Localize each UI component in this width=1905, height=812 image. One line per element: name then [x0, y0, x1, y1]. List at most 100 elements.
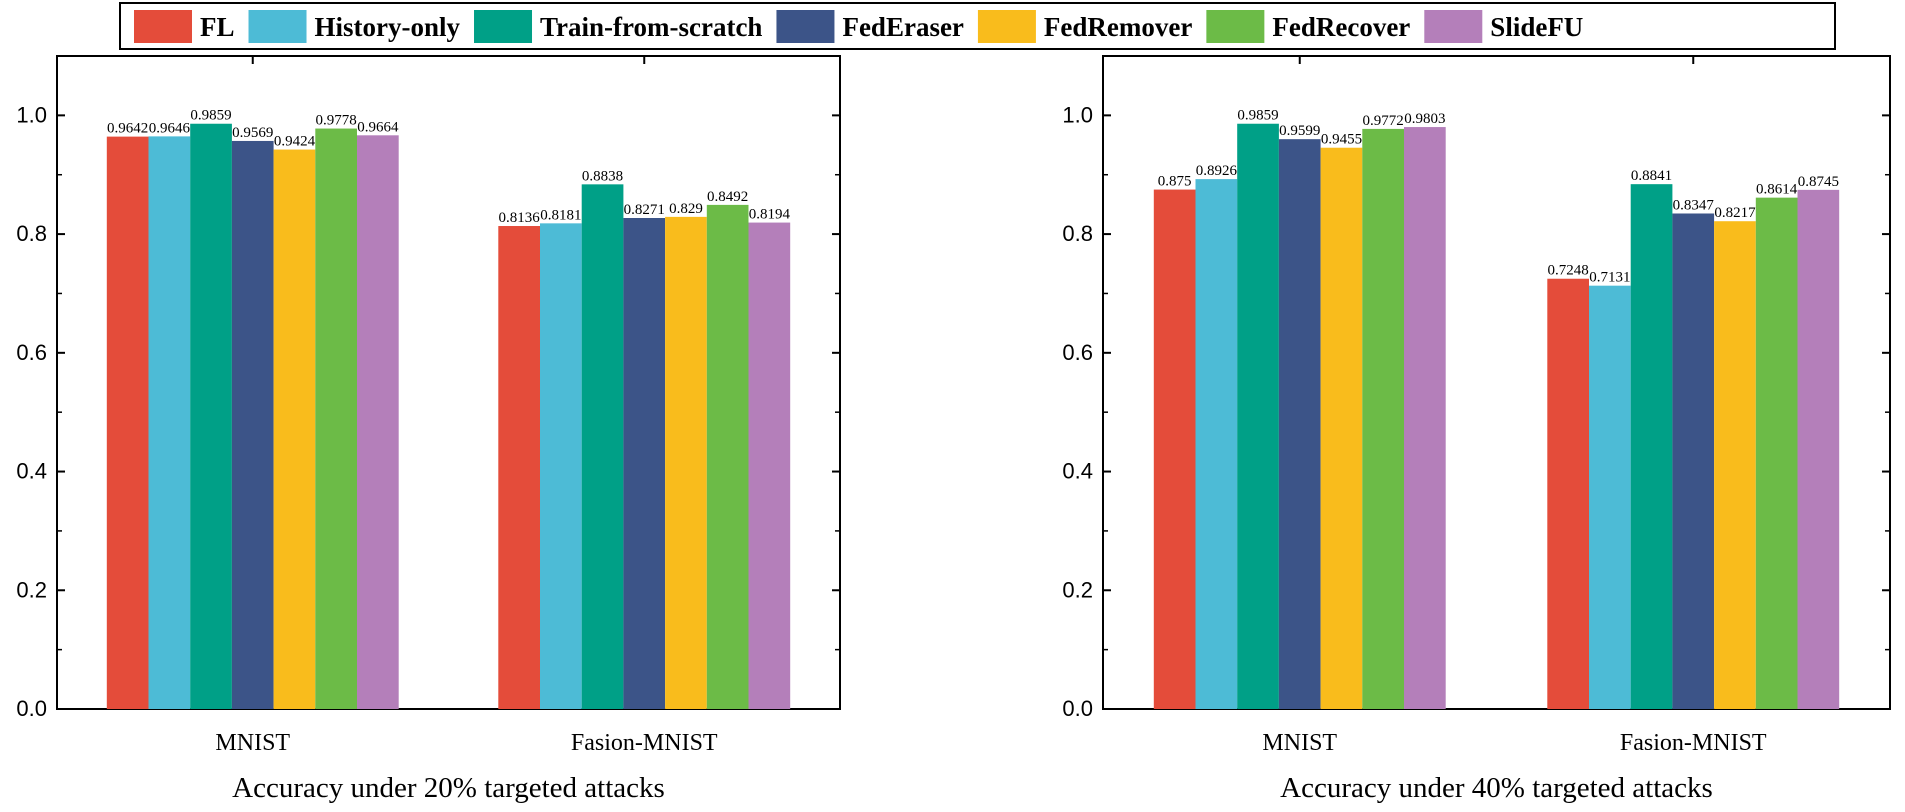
- y-tick-label: 1.0: [16, 102, 47, 127]
- legend-item-slidefu: SlideFU: [1424, 10, 1583, 43]
- legend-swatch-federaser: [776, 10, 835, 43]
- data-label-fl-fasion-mnist: 0.7248: [1548, 263, 1589, 279]
- y-tick-label: 1.0: [1062, 102, 1093, 127]
- data-label-train-from-scratch-fasion-mnist: 0.8841: [1631, 168, 1672, 184]
- bar-fl-mnist: [1153, 189, 1196, 709]
- data-label-federaser-fasion-mnist: 0.8347: [1673, 197, 1715, 213]
- data-label-history-only-fasion-mnist: 0.7131: [1589, 270, 1630, 286]
- bar-train-from-scratch-mnist: [190, 123, 232, 710]
- x-category-label: MNIST: [1262, 730, 1337, 756]
- legend: FL History-only Train-from-scratch FedErase…: [119, 2, 1836, 50]
- bar-fl-fasion-mnist: [1547, 278, 1589, 709]
- bar-fedrecover-mnist: [1362, 128, 1404, 709]
- bar-train-from-scratch-fasion-mnist: [1630, 184, 1673, 710]
- chart-title: Accuracy under 20% targeted attacks: [232, 772, 665, 804]
- legend-label-history-only: History-only: [315, 12, 461, 42]
- data-label-slidefu-fasion-mnist: 0.8745: [1798, 174, 1839, 190]
- legend-label-federaser: FedEraser: [842, 12, 963, 42]
- legend-swatch-fl: [134, 10, 192, 43]
- data-label-train-from-scratch-fasion-mnist: 0.8838: [582, 168, 623, 184]
- y-tick-label: 0.2: [16, 577, 47, 602]
- x-category-label: MNIST: [215, 730, 290, 756]
- bar-slidefu-mnist: [357, 135, 399, 709]
- legend-label-fedremover: FedRemover: [1044, 12, 1192, 42]
- data-label-fedrecover-mnist: 0.9772: [1363, 113, 1404, 129]
- bar-federaser-fasion-mnist: [623, 218, 666, 709]
- legend-item-train-from-scratch: Train-from-scratch: [474, 10, 762, 43]
- x-category-label: Fasion-MNIST: [1620, 730, 1767, 756]
- legend-label-slidefu: SlideFU: [1490, 12, 1583, 42]
- bar-federaser-mnist: [1278, 139, 1321, 709]
- bar-history-only-mnist: [148, 136, 191, 709]
- data-label-federaser-mnist: 0.9569: [232, 125, 273, 141]
- data-label-slidefu-fasion-mnist: 0.8194: [749, 207, 791, 223]
- data-label-fedremover-mnist: 0.9455: [1321, 132, 1362, 148]
- legend-label-fedrecover: FedRecover: [1272, 12, 1410, 42]
- bar-federaser-mnist: [231, 140, 274, 710]
- bar-fedrecover-fasion-mnist: [1755, 197, 1798, 709]
- y-tick-label: 0.6: [16, 340, 47, 365]
- bar-federaser-fasion-mnist: [1672, 213, 1715, 709]
- chart-title: Accuracy under 40% targeted attacks: [1280, 772, 1713, 804]
- data-label-fl-mnist: 0.9642: [107, 121, 148, 137]
- bar-fedrecover-fasion-mnist: [706, 204, 749, 709]
- chart-20-percent: 0.0 0.2 0.4 0.6 0.8 1.0 MNIST 0.9642 0.96460.985…: [16, 55, 841, 804]
- bar-slidefu-fasion-mnist: [748, 222, 791, 710]
- legend-swatch-slidefu: [1424, 10, 1483, 43]
- bar-fedrecover-mnist: [315, 128, 357, 709]
- legend-item-federaser: FedEraser: [776, 10, 964, 43]
- plot-frame: [56, 55, 841, 710]
- data-label-fedremover-fasion-mnist: 0.829: [669, 201, 703, 217]
- bar-fl-mnist: [106, 136, 149, 709]
- data-label-train-from-scratch-mnist: 0.9859: [1237, 108, 1278, 124]
- legend-swatch-fedrecover: [1206, 10, 1265, 43]
- data-label-fl-mnist: 0.875: [1158, 174, 1192, 190]
- bar-fedremover-mnist: [1320, 147, 1363, 710]
- data-label-history-only-mnist: 0.8926: [1196, 163, 1238, 179]
- data-label-slidefu-mnist: 0.9664: [357, 119, 399, 135]
- bar-history-only-fasion-mnist: [540, 223, 582, 710]
- legend-label-fl: FL: [200, 12, 235, 42]
- bar-history-only-mnist: [1195, 179, 1238, 709]
- data-label-history-only-fasion-mnist: 0.8181: [540, 207, 581, 223]
- bar-fedremover-mnist: [273, 149, 316, 709]
- bar-fedremover-fasion-mnist: [1714, 221, 1756, 710]
- data-label-history-only-mnist: 0.9646: [149, 120, 191, 136]
- legend-item-fl: FL: [134, 10, 235, 43]
- y-tick-label: 0.6: [1062, 340, 1093, 365]
- legend-label-train-from-scratch: Train-from-scratch: [540, 12, 762, 42]
- y-tick-label: 0.0: [1062, 696, 1093, 721]
- bar-slidefu-mnist: [1404, 127, 1446, 709]
- bar-train-from-scratch-mnist: [1237, 123, 1279, 710]
- data-label-fl-fasion-mnist: 0.8136: [499, 210, 541, 226]
- x-category-label: Fasion-MNIST: [571, 730, 718, 756]
- data-label-fedremover-fasion-mnist: 0.8217: [1714, 205, 1756, 221]
- legend-swatch-train-from-scratch: [474, 10, 533, 43]
- legend-frame: [119, 2, 1836, 50]
- data-label-fedrecover-fasion-mnist: 0.8492: [707, 189, 748, 205]
- y-tick-label: 0.2: [1062, 577, 1093, 602]
- data-label-federaser-fasion-mnist: 0.8271: [624, 202, 665, 218]
- y-tick-label: 0.0: [16, 696, 47, 721]
- data-label-slidefu-mnist: 0.9803: [1404, 111, 1445, 127]
- data-label-train-from-scratch-mnist: 0.9859: [190, 108, 231, 124]
- bar-fl-fasion-mnist: [498, 226, 540, 709]
- plot-frame: [1102, 55, 1891, 710]
- y-tick-label: 0.4: [16, 459, 47, 484]
- legend-item-fedremover: FedRemover: [977, 10, 1192, 43]
- bar-history-only-fasion-mnist: [1589, 285, 1631, 709]
- legend-item-fedrecover: FedRecover: [1206, 10, 1410, 43]
- legend-item-history-only: History-only: [248, 10, 461, 43]
- data-label-fedremover-mnist: 0.9424: [274, 134, 316, 150]
- bar-train-from-scratch-fasion-mnist: [581, 184, 624, 709]
- data-label-fedrecover-fasion-mnist: 0.8614: [1756, 182, 1798, 198]
- data-label-fedrecover-mnist: 0.9778: [316, 113, 357, 129]
- y-tick-label: 0.8: [16, 221, 47, 246]
- bar-slidefu-fasion-mnist: [1797, 189, 1840, 710]
- y-tick-label: 0.4: [1062, 459, 1093, 484]
- bar-fedremover-fasion-mnist: [665, 216, 707, 709]
- legend-swatch-fedremover: [977, 10, 1036, 43]
- data-label-federaser-mnist: 0.9599: [1279, 123, 1320, 139]
